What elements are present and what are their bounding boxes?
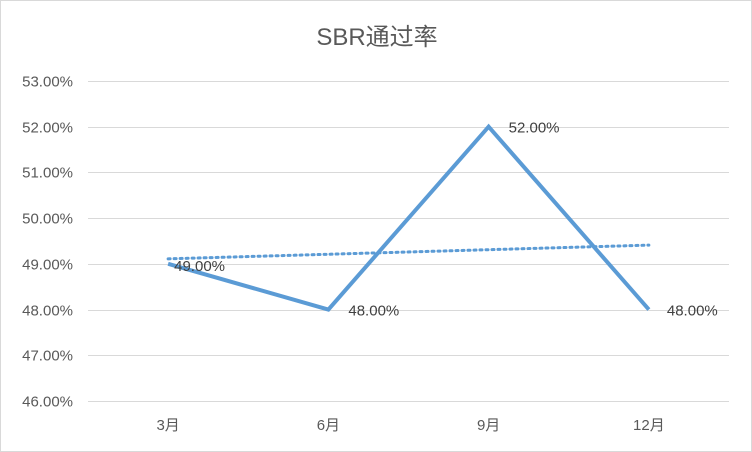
y-tick-label: 48.00% (22, 303, 73, 320)
trendline (166, 243, 651, 261)
y-tick-label: 53.00% (22, 74, 73, 91)
y-tick-label: 51.00% (22, 165, 73, 182)
y-tick-label: 49.00% (22, 257, 73, 274)
gridlines (88, 81, 729, 402)
chart-title: SBR通过率 (316, 24, 437, 51)
y-tick-label: 47.00% (22, 348, 73, 365)
data-labels: 49.00% 48.00% 52.00% 48.00% (174, 120, 718, 320)
y-tick-label: 46.00% (22, 394, 73, 411)
trendline-group (166, 243, 651, 261)
data-label: 49.00% (174, 258, 225, 275)
y-tick-label: 52.00% (22, 120, 73, 137)
series-line (167, 123, 651, 312)
data-label: 48.00% (667, 303, 718, 320)
y-tick-label: 50.00% (22, 211, 73, 228)
x-tick-label: 9月 (477, 417, 500, 434)
x-tick-label: 6月 (317, 417, 340, 434)
x-axis-ticks: 3月 6月 9月 12月 (156, 417, 664, 434)
data-label: 52.00% (509, 120, 560, 137)
x-tick-label: 3月 (156, 417, 179, 434)
x-tick-label: 12月 (633, 417, 665, 434)
series-group (167, 123, 651, 312)
data-label: 48.00% (348, 303, 399, 320)
y-axis-ticks: 46.00% 47.00% 48.00% 49.00% 50.00% 51.00% 52.0… (22, 74, 73, 411)
